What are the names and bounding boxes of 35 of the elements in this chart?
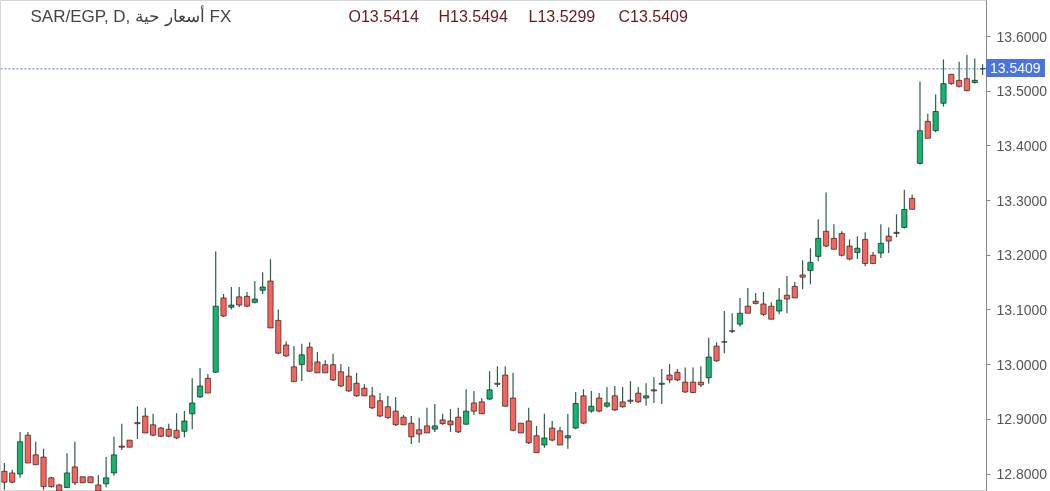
annotation: H13.5494 bbox=[438, 8, 508, 25]
candlestick bbox=[290, 345, 298, 383]
candlestick bbox=[729, 312, 736, 334]
chart-title: SAR/EGP, D, أسعار حية FX bbox=[30, 5, 232, 27]
y-tick-label: 13.2000 bbox=[996, 247, 1048, 264]
candlestick bbox=[807, 247, 814, 285]
candlestick bbox=[110, 436, 118, 477]
candlestick bbox=[204, 373, 212, 394]
y-tick-label: 13.0000 bbox=[996, 356, 1048, 373]
candlestick bbox=[736, 297, 744, 327]
candlestick bbox=[564, 413, 571, 450]
y-tick-label: 13.3000 bbox=[996, 192, 1048, 209]
candlestick bbox=[877, 223, 885, 259]
candlestick bbox=[893, 213, 900, 238]
candlestick bbox=[650, 376, 658, 404]
y-tick-label: 12.8000 bbox=[996, 466, 1048, 482]
y-tick-label: 12.9000 bbox=[996, 411, 1048, 428]
candlestick bbox=[697, 365, 705, 388]
y-tick-label: 13.1000 bbox=[996, 301, 1048, 318]
candlestick bbox=[744, 287, 751, 314]
annotation: L13.5299 bbox=[528, 8, 596, 25]
candlestick bbox=[189, 377, 196, 430]
y-tick-label: 13.5000 bbox=[996, 83, 1048, 100]
candlestick bbox=[658, 368, 665, 405]
y-tick-label: 13.6000 bbox=[996, 28, 1048, 45]
candlestick bbox=[799, 259, 806, 290]
y-tick-label: 13.4000 bbox=[996, 137, 1048, 154]
candlestick bbox=[102, 456, 110, 488]
annotation: C13.5409 bbox=[618, 8, 688, 25]
candlestick bbox=[196, 367, 204, 399]
candlestick bbox=[721, 310, 728, 354]
candlestick bbox=[486, 370, 493, 401]
annotation: O13.5414 bbox=[348, 8, 419, 25]
candlestick bbox=[885, 226, 892, 254]
ref-line-label: 13.5409 bbox=[986, 59, 1045, 78]
